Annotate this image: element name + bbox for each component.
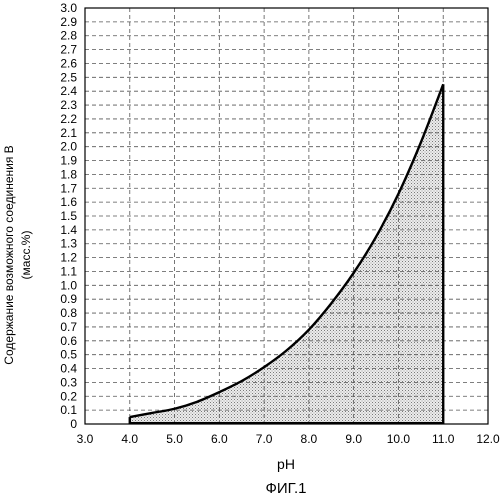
y-tick-label: 2.5 — [60, 70, 77, 84]
y-tick-label: 0.5 — [60, 348, 77, 362]
y-tick-label: 3.0 — [60, 1, 77, 15]
y-tick-label: 0.1 — [60, 403, 77, 417]
y-tick-label: 0.3 — [60, 375, 77, 389]
x-tick-label: 11.0 — [432, 432, 455, 446]
y-tick-label: 0.7 — [60, 320, 77, 334]
y-tick-label: 2.7 — [60, 43, 77, 57]
x-tick-label: 7.0 — [256, 432, 273, 446]
y-tick-label: 2.8 — [60, 29, 77, 43]
x-tick-labels: 3.0 4.0 5.0 6.0 7.0 8.0 9.0 10.0 11.0 12.0 — [77, 432, 500, 446]
area-fill-layer — [130, 84, 443, 424]
figure-caption: ФИГ.1 — [266, 480, 307, 497]
y-tick-label: 1.4 — [60, 223, 77, 237]
y-tick-label: 2.3 — [60, 98, 77, 112]
y-tick-label: 1.8 — [60, 167, 77, 181]
y-tick-label: 1.1 — [60, 264, 77, 278]
y-tick-label: 0.6 — [60, 334, 77, 348]
y-tick-label: 2.2 — [60, 112, 77, 126]
y-tick-label: 2.6 — [60, 56, 77, 70]
y-axis-unit-label: (масс.%) — [19, 231, 33, 280]
y-axis-label: Содержание возможного соединения В — [2, 145, 16, 364]
x-tick-label: 8.0 — [301, 432, 318, 446]
x-tick-label: 12.0 — [476, 432, 500, 446]
y-tick-label: 2.9 — [60, 15, 77, 29]
y-tick-label: 1.2 — [60, 251, 77, 265]
y-tick-label: 1.3 — [60, 237, 77, 251]
y-tick-label: 2.4 — [60, 84, 77, 98]
x-tick-label: 5.0 — [166, 432, 183, 446]
y-tick-label: 2.0 — [60, 140, 77, 154]
x-tick-label: 3.0 — [77, 432, 94, 446]
x-tick-label: 4.0 — [121, 432, 138, 446]
x-tick-label: 10.0 — [387, 432, 411, 446]
y-tick-label: 1.9 — [60, 154, 77, 168]
y-tick-label: 0.4 — [60, 362, 77, 376]
area-fill — [130, 84, 443, 424]
x-axis-label: pH — [277, 456, 295, 472]
y-tick-label: 2.1 — [60, 126, 77, 140]
x-tick-label: 9.0 — [345, 432, 362, 446]
y-tick-labels: 00.10.20.30.40.50.60.70.80.91.01.11.21.3… — [60, 1, 77, 431]
y-tick-label: 1.6 — [60, 195, 77, 209]
y-tick-label: 0.8 — [60, 306, 77, 320]
y-tick-label: 1.0 — [60, 278, 77, 292]
y-tick-label: 1.7 — [60, 181, 77, 195]
y-tick-label: 0.9 — [60, 292, 77, 306]
y-tick-label: 0.2 — [60, 389, 77, 403]
y-tick-label: 0 — [70, 417, 77, 431]
y-tick-label: 1.5 — [60, 209, 77, 223]
x-tick-label: 6.0 — [211, 432, 228, 446]
